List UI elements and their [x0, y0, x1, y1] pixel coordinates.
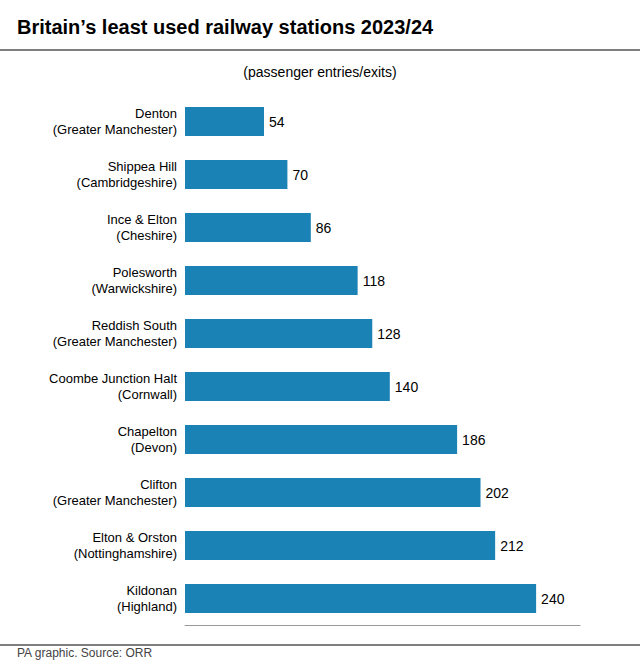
svg-text:(Cheshire): (Cheshire)	[116, 228, 177, 243]
svg-text:202: 202	[486, 485, 510, 501]
svg-text:(Highland): (Highland)	[117, 599, 177, 614]
svg-text:Denton: Denton	[135, 106, 177, 121]
svg-text:(Nottinghamshire): (Nottinghamshire)	[74, 546, 177, 561]
svg-text:118: 118	[363, 273, 386, 289]
svg-text:Reddish South: Reddish South	[92, 318, 177, 333]
svg-text:86: 86	[316, 220, 332, 236]
svg-text:Kildonan: Kildonan	[126, 583, 177, 598]
svg-text:70: 70	[292, 167, 308, 183]
svg-text:Elton & Orston: Elton & Orston	[92, 530, 177, 545]
svg-text:54: 54	[269, 114, 285, 130]
svg-text:Clifton: Clifton	[140, 477, 177, 492]
svg-text:240: 240	[541, 591, 565, 607]
svg-text:(Greater Manchester): (Greater Manchester)	[53, 334, 177, 349]
svg-text:(Cambridgeshire): (Cambridgeshire)	[77, 175, 177, 190]
svg-text:Shippea Hill: Shippea Hill	[108, 159, 177, 174]
svg-text:140: 140	[395, 379, 419, 395]
svg-text:(Greater Manchester): (Greater Manchester)	[53, 122, 177, 137]
svg-text:Polesworth: Polesworth	[113, 265, 177, 280]
svg-text:186: 186	[462, 432, 486, 448]
svg-text:(Warwickshire): (Warwickshire)	[92, 281, 177, 296]
svg-text:(Devon): (Devon)	[131, 440, 177, 455]
svg-text:Coombe Junction Halt: Coombe Junction Halt	[49, 371, 177, 386]
svg-text:Ince & Elton: Ince & Elton	[107, 212, 177, 227]
svg-text:(passenger entries/exits): (passenger entries/exits)	[243, 64, 396, 80]
svg-text:PA graphic. Source: ORR: PA graphic. Source: ORR	[17, 646, 153, 660]
svg-text:(Cornwall): (Cornwall)	[118, 387, 177, 402]
svg-text:212: 212	[500, 538, 524, 554]
svg-text:128: 128	[377, 326, 401, 342]
svg-text:Britain’s least used railway s: Britain’s least used railway stations 20…	[17, 16, 434, 38]
svg-text:Chapelton: Chapelton	[118, 424, 177, 439]
svg-text:(Greater Manchester): (Greater Manchester)	[53, 493, 177, 508]
